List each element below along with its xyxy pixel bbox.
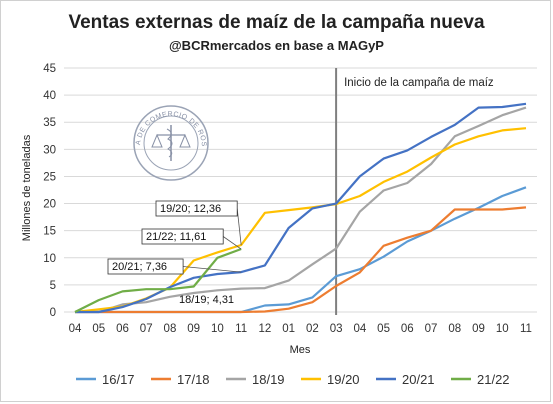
annotation-leader <box>237 209 241 245</box>
x-tick-label: 04 <box>353 323 366 335</box>
y-tick-label: 35 <box>43 117 56 129</box>
y-tick-label: 45 <box>43 63 56 75</box>
annotation-label: 18/19; 4,31 <box>179 294 234 306</box>
x-tick-label: 01 <box>282 323 295 335</box>
legend: 16/17 17/18 18/19 19/20 20/21 21/22 <box>76 372 510 387</box>
x-tick-label: 10 <box>211 323 224 335</box>
campaign-start-label: Inicio de la campaña de maíz <box>344 77 494 89</box>
annotation-label: 19/20; 12,36 <box>160 203 221 215</box>
x-tick-labels: 04 05 06 07 08 09 10 11 12 01 02 03 04 05 06 07 08 09 10 11 <box>69 323 532 335</box>
x-tick-label: 12 <box>258 323 271 335</box>
series-line-16-17 <box>75 187 526 312</box>
y-axis-label: Millones de toneladas <box>21 134 33 241</box>
x-axis-label: Mes <box>290 344 311 356</box>
y-tick-label: 30 <box>43 144 56 156</box>
x-tick-label: 04 <box>69 323 82 335</box>
y-tick-labels: 0 5 10 15 20 25 30 35 40 45 <box>43 63 56 319</box>
x-tick-label: 05 <box>377 323 390 335</box>
x-tick-label: 06 <box>401 323 414 335</box>
annotation-label: 20/21; 7,36 <box>112 261 167 273</box>
annotation-label: 21/22; 11,61 <box>146 231 206 243</box>
legend-label: 18/19 <box>252 372 285 387</box>
y-tick-label: 20 <box>43 199 56 211</box>
x-tick-label: 07 <box>140 323 153 335</box>
x-tick-label: 03 <box>330 323 343 335</box>
bcr-logo-seal: BOLSA DE COMERCIO DE ROSARIO <box>134 106 208 180</box>
x-tick-label: 11 <box>520 323 532 335</box>
legend-label: 16/17 <box>102 372 135 387</box>
x-tick-label: 09 <box>472 323 485 335</box>
y-tick-label: 10 <box>43 253 56 265</box>
y-tick-label: 40 <box>43 90 56 102</box>
annotation-leader <box>183 267 241 273</box>
y-tick-label: 15 <box>43 226 56 238</box>
x-tick-label: 08 <box>164 323 177 335</box>
legend-label: 17/18 <box>177 372 210 387</box>
grid-lines <box>64 68 537 312</box>
x-tick-label: 10 <box>496 323 509 335</box>
x-tick-label: 08 <box>448 323 461 335</box>
legend-label: 20/21 <box>402 372 435 387</box>
campaign-start-marker: Inicio de la campaña de maíz <box>336 68 494 315</box>
x-tick-label: 11 <box>235 323 247 335</box>
x-tick-label: 09 <box>187 323 200 335</box>
y-tick-label: 0 <box>50 307 56 319</box>
x-tick-label: 06 <box>116 323 129 335</box>
x-tick-label: 05 <box>92 323 105 335</box>
legend-label: 19/20 <box>327 372 360 387</box>
x-tick-label: 02 <box>306 323 319 335</box>
y-tick-label: 5 <box>50 280 56 292</box>
y-tick-label: 25 <box>43 171 56 183</box>
legend-label: 21/22 <box>477 372 510 387</box>
x-tick-label: 07 <box>425 323 438 335</box>
